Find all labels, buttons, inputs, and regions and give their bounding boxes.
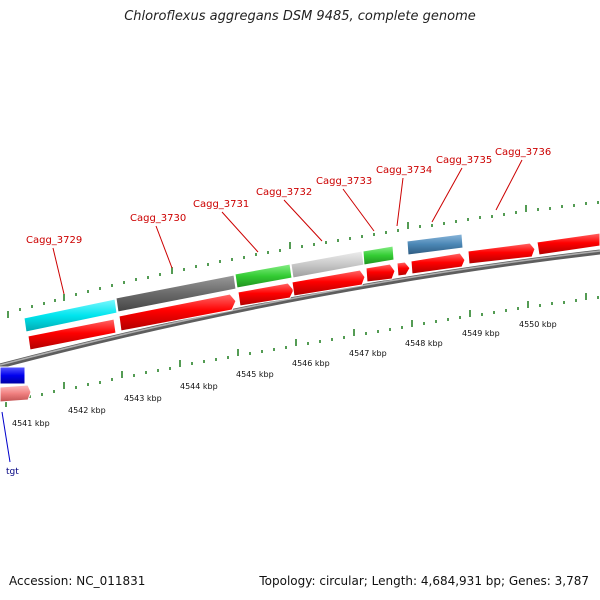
kbp-label-4549: 4549 kbp — [462, 329, 500, 338]
kbp-label-4543: 4543 kbp — [124, 394, 162, 403]
cds-4[interactable] — [291, 269, 366, 297]
kbp-label-4547: 4547 kbp — [349, 349, 387, 358]
gene-darkgray[interactable] — [115, 274, 237, 313]
cds-1[interactable] — [27, 318, 117, 351]
cds-2[interactable] — [118, 293, 237, 332]
kbp-label-4542: 4542 kbp — [68, 406, 106, 415]
cds-5[interactable] — [365, 263, 396, 283]
gene-blue-left[interactable] — [0, 366, 26, 385]
map-title: Chloroflexus aggregans DSM 9485, complet… — [124, 9, 476, 24]
cds-7[interactable] — [410, 252, 466, 275]
genome-stats-text: Topology: circular; Length: 4,684,931 bp… — [259, 574, 589, 588]
kbp-label-4550: 4550 kbp — [519, 320, 557, 329]
inner-tick-row — [5, 293, 599, 407]
kbp-label-4544: 4544 kbp — [180, 382, 218, 391]
cds-6[interactable] — [396, 261, 411, 277]
outer-tick-row — [7, 201, 599, 318]
label-connectors — [52, 159, 523, 295]
kbp-label-4546: 4546 kbp — [292, 359, 330, 368]
genome-backbone — [0, 249, 600, 369]
gene-label-cagg-3733: Cagg_3733 — [316, 176, 372, 187]
gene-label-cagg-3734: Cagg_3734 — [376, 165, 432, 176]
gene-green-1[interactable] — [234, 263, 293, 289]
gene-steelblue[interactable] — [406, 233, 464, 256]
gene-green-2[interactable] — [362, 245, 395, 266]
gene-cyan[interactable] — [23, 298, 118, 333]
genome-backbone-highlight — [0, 250, 600, 366]
gene-label-cagg-3732: Cagg_3732 — [256, 187, 312, 198]
cds-3[interactable] — [237, 282, 295, 307]
gene-label-cagg-3735: Cagg_3735 — [436, 155, 492, 166]
cds-9[interactable] — [536, 232, 600, 256]
gene-pink-left[interactable] — [0, 384, 32, 403]
cds-row — [27, 232, 600, 351]
gene-label-cagg-3736: Cagg_3736 — [495, 147, 551, 158]
cds-8[interactable] — [467, 242, 536, 265]
outer-feature-row — [23, 233, 464, 333]
trna-connector — [1, 411, 11, 463]
gene-label-cagg-3731: Cagg_3731 — [193, 199, 249, 210]
trna-label: tgt — [6, 467, 19, 477]
kbp-label-4548: 4548 kbp — [405, 339, 443, 348]
gene-label-cagg-3730: Cagg_3730 — [130, 213, 186, 224]
kbp-label-4541: 4541 kbp — [12, 419, 50, 428]
gene-label-cagg-3729: Cagg_3729 — [26, 235, 82, 246]
accession-text: Accession: NC_011831 — [9, 574, 146, 588]
kbp-label-4545: 4545 kbp — [236, 370, 274, 379]
